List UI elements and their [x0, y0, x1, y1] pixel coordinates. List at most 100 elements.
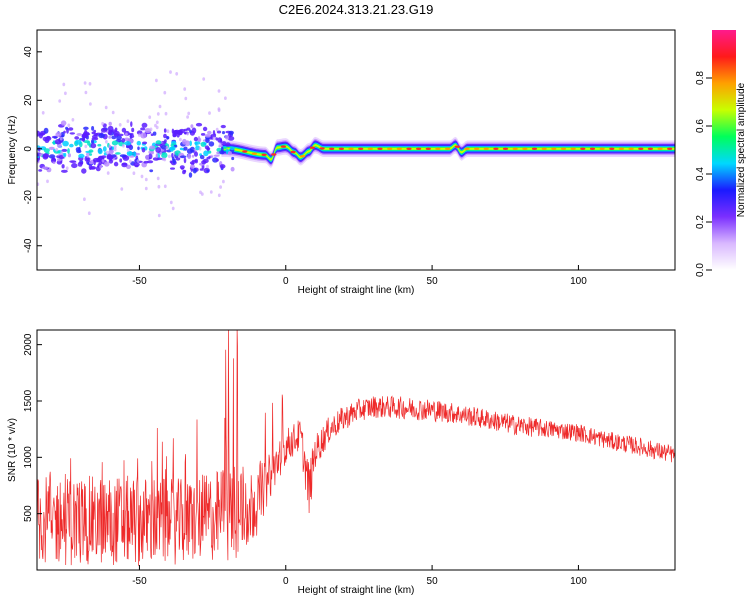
spectrogram-noise-blob: [197, 136, 201, 142]
colorbar-tick-label: 0.6: [695, 119, 706, 133]
spectrogram-noise-blob: [163, 128, 167, 133]
spectrogram-hotspot: [280, 145, 286, 148]
spectrogram-noise-blob: [102, 146, 107, 152]
spectrogram-speckle: [106, 171, 110, 175]
spectrogram-noise-blob: [111, 146, 115, 151]
spectrogram-hotspot: [300, 155, 306, 158]
spectrogram-noise-blob: [229, 147, 235, 150]
spectrogram-noise-blob: [42, 153, 50, 159]
spectrogram-panel: -50 0 50 100 -40 -20 0 20 40 Height of straight…: [7, 29, 676, 296]
spectrogram-noise-blob: [189, 140, 193, 147]
snr-x-tick-label: -50: [132, 576, 147, 587]
spectrogram-noise-blob: [221, 146, 224, 153]
spectrogram-noise-blob: [207, 130, 212, 135]
spectrogram-speckle: [126, 119, 130, 123]
spectrogram-noise-blob: [67, 153, 71, 158]
spectrogram-noise-blob: [187, 153, 192, 160]
spectrogram-speckle: [215, 127, 219, 132]
spectrogram-hotspot: [290, 150, 296, 154]
spectrogram-noise-blob: [203, 150, 209, 157]
spectrogram-noise-blob: [186, 132, 189, 136]
spectrogram-hotspot: [416, 147, 422, 150]
spectrogram-speckle: [87, 211, 91, 215]
spectrogram-speckle: [84, 90, 88, 95]
spectrogram-noise-blob: [190, 149, 195, 153]
spectrogram-speckle: [184, 96, 188, 101]
spectrogram-noise-blob: [175, 157, 181, 161]
spectrogram-speckle: [222, 179, 225, 184]
spectrogram-noise-blob: [91, 137, 99, 141]
spectrogram-hotspot: [261, 153, 267, 156]
spectrogram-noise-blob: [141, 147, 146, 153]
spectrogram-speckle: [158, 104, 162, 109]
spectrogram-speckle: [67, 123, 71, 128]
spectrogram-hotspot: [396, 147, 402, 150]
colorbar: 0.0 0.2 0.4 0.6 0.8 Normalized spectral ampl…: [695, 30, 747, 277]
spectrogram-speckle: [46, 179, 49, 184]
spectrogram-noise-blob: [91, 125, 95, 131]
spectrogram-noise-blob: [189, 161, 195, 165]
spectrogram-noise-blob: [119, 154, 127, 158]
spectrogram-noise-blob: [191, 127, 197, 134]
spectrogram-noise-blob: [193, 136, 198, 142]
spectrogram-speckle: [37, 182, 40, 186]
spectrogram-noise-blob: [90, 143, 97, 149]
spectrogram-noise-blob: [155, 157, 163, 161]
spectrogram-y-axis: -40 -20 0 20 40: [23, 46, 42, 253]
snr-y-axis: 500 1000 1500 2000: [23, 333, 42, 522]
spectrogram-noise-blob: [93, 129, 97, 134]
spectrogram-noise-blob: [104, 161, 110, 167]
spectrogram-speckle: [183, 87, 187, 91]
spectrogram-speckle: [88, 82, 92, 86]
spectrogram-noise-blob: [74, 139, 82, 145]
spectrogram-hotspot: [589, 147, 596, 150]
spectrogram-noise-blob: [141, 122, 148, 128]
spectrogram-noise-blob: [140, 127, 146, 131]
spectrogram-noise-blob: [54, 138, 62, 145]
spectrogram-noise-blob: [155, 153, 158, 159]
spectrogram-noise-blob: [60, 120, 67, 126]
spectrogram-noise-blob: [178, 128, 185, 134]
spectrogram-noise-blob: [55, 132, 62, 137]
snr-x-axis: -50 0 50 100: [132, 565, 587, 587]
spectrogram-speckle: [111, 110, 115, 115]
spectrogram-noise-blob: [89, 166, 96, 170]
snr-x-tick-label: 100: [570, 576, 587, 587]
spectrogram-speckle: [217, 107, 221, 111]
spectrogram-hotspot: [474, 147, 480, 150]
spectrogram-speckle: [168, 154, 171, 159]
spectrogram-speckle: [113, 147, 117, 152]
spectrogram-speckle: [83, 81, 87, 85]
spectrogram-speckle: [89, 102, 92, 106]
spectrogram-noise-blob: [213, 154, 220, 157]
spectrogram-speckle: [179, 137, 182, 142]
spectrogram-speckle: [206, 164, 209, 169]
spectrogram-speckle: [105, 150, 109, 155]
spectrogram-noise-blob: [84, 129, 88, 135]
spectrogram-x-tick-label: 50: [427, 276, 439, 287]
spectrogram-noise-blob: [161, 152, 168, 159]
spectrogram-noise-blob: [68, 127, 74, 131]
spectrogram-noise-blob: [97, 148, 103, 155]
spectrogram-speckle: [138, 133, 141, 137]
snr-y-tick-label: 500: [23, 505, 34, 522]
spectrogram-speckle: [156, 112, 160, 116]
spectrogram-noise-blob: [215, 158, 219, 162]
spectrogram-speckle: [144, 177, 148, 182]
spectrogram-speckle: [55, 147, 59, 152]
colorbar-tick-label: 0.4: [695, 167, 706, 181]
spectrogram-speckle: [113, 145, 117, 149]
spectrogram-noise-blob: [53, 150, 61, 154]
spectrogram-noise-blob: [192, 167, 197, 174]
spectrogram-hotspot: [599, 147, 605, 150]
spectrogram-speckle: [169, 70, 172, 74]
spectrogram-noise-blob: [225, 135, 230, 140]
snr-x-tick-label: 50: [427, 576, 439, 587]
spectrogram-noise-blob: [143, 160, 149, 164]
spectrogram-speckle: [104, 105, 108, 110]
spectrogram-noise-blob: [213, 133, 217, 138]
spectrogram-noise-blob: [117, 133, 124, 137]
spectrogram-hotspot: [570, 147, 576, 150]
spectrogram-hotspot: [560, 147, 567, 150]
